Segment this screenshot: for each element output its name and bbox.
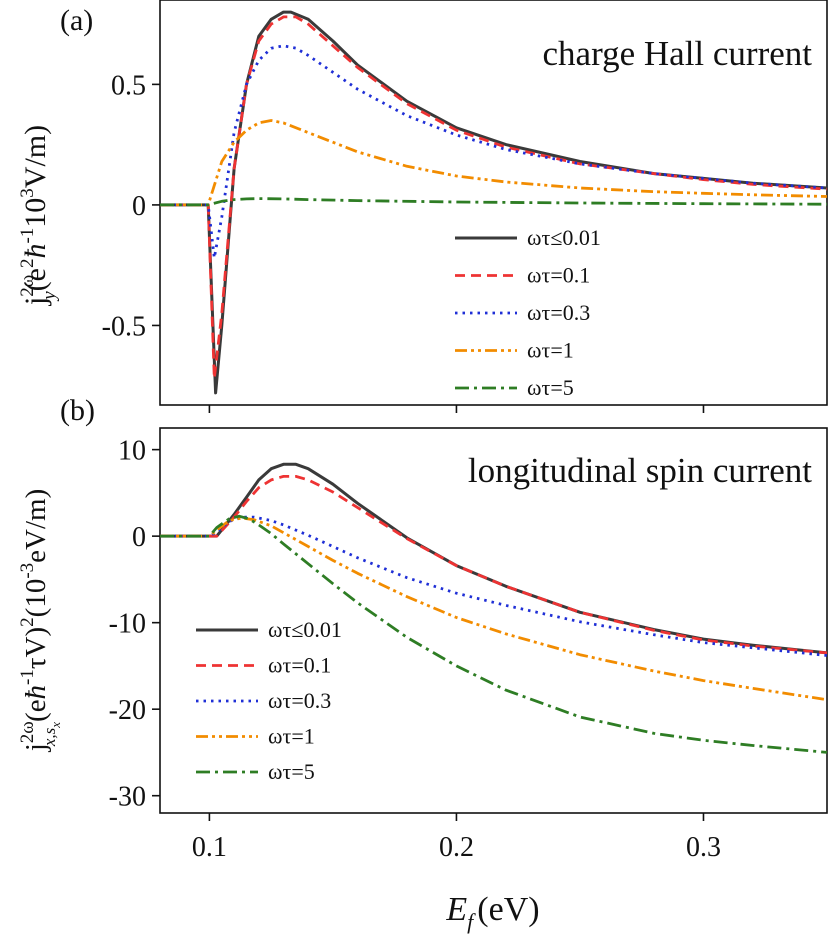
- y-tick-label: -20: [109, 695, 146, 726]
- series-line: [160, 516, 828, 702]
- panel-b-ylabel: j2ω x,sx(eħ-1τV)2(10-3eV/m): [17, 489, 63, 753]
- legend-label: ωτ≤0.01: [268, 617, 342, 642]
- x-tick-label: 0.1: [192, 832, 227, 863]
- panel-a-label: (a): [60, 4, 93, 37]
- y-tick-label: -0.5: [102, 311, 146, 342]
- panel-b: (b) longitudinal spin current -30 -20 -10 0…: [17, 394, 828, 821]
- series-line: [160, 474, 828, 655]
- series-line: [160, 462, 828, 655]
- series-line: [160, 197, 828, 207]
- panel-b-series: [160, 462, 828, 754]
- legend-label: ωτ=5: [527, 375, 574, 400]
- panel-b-frame: [159, 427, 828, 814]
- x-tick-label: 0.2: [439, 832, 474, 863]
- legend-label: ωτ=1: [527, 338, 574, 363]
- panel-a-ticks: -0.5 0 0.5: [102, 70, 705, 413]
- series-line: [160, 10, 828, 395]
- panel-a-frame: [159, 0, 828, 406]
- y-tick-label: -10: [109, 609, 146, 640]
- series-line: [160, 514, 828, 754]
- legend-label: ωτ=5: [268, 759, 315, 784]
- panel-b-title: longitudinal spin current: [468, 451, 812, 490]
- panel-b-legend: ωτ≤0.01 ωτ=0.1 ωτ=0.3 ωτ=1 ωτ=5: [196, 617, 342, 784]
- legend-label: ωτ=0.1: [268, 653, 331, 678]
- series-line: [160, 515, 828, 657]
- panel-b-label: (b): [60, 394, 95, 427]
- series-line: [160, 119, 828, 207]
- legend-label: ωτ=1: [268, 724, 315, 749]
- y-tick-label: 0.5: [111, 70, 146, 101]
- panel-b-ticks: -30 -20 -10 0 10: [109, 436, 705, 821]
- series-line: [160, 15, 828, 380]
- x-axis-tick-labels: 0.1 0.2 0.3: [192, 832, 721, 863]
- panel-a-series: [160, 10, 828, 395]
- y-tick-label: 0: [132, 522, 146, 553]
- panel-a-title: charge Hall current: [543, 34, 813, 73]
- legend-label: ωτ=0.3: [527, 300, 590, 325]
- y-tick-label: 0: [132, 191, 146, 222]
- y-tick-label: 10: [118, 436, 146, 467]
- series-line: [160, 44, 828, 260]
- x-tick-label: 0.3: [686, 832, 721, 863]
- x-axis-label: Ef (eV): [445, 891, 539, 934]
- legend-label: ωτ≤0.01: [527, 225, 601, 250]
- panel-a-legend: ωτ≤0.01 ωτ=0.1 ωτ=0.3 ωτ=1 ωτ=5: [455, 225, 601, 400]
- legend-label: ωτ=0.1: [527, 263, 590, 288]
- panel-a-ylabel: j2ωy(e2ħ-1103V/m): [17, 125, 60, 306]
- panel-a: (a) charge Hall current -0.5 0 0.5 ωτ≤0.01…: [17, 0, 828, 413]
- y-tick-label: -30: [109, 782, 146, 813]
- legend-label: ωτ=0.3: [268, 688, 331, 713]
